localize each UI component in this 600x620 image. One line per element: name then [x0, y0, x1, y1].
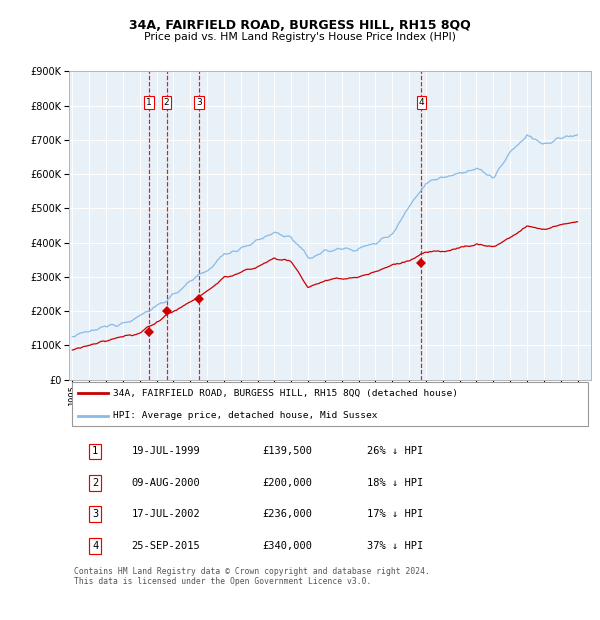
- Text: 34A, FAIRFIELD ROAD, BURGESS HILL, RH15 8QQ (detached house): 34A, FAIRFIELD ROAD, BURGESS HILL, RH15 …: [113, 389, 458, 398]
- Text: £139,500: £139,500: [262, 446, 312, 456]
- Text: £340,000: £340,000: [262, 541, 312, 551]
- Text: 1: 1: [92, 446, 98, 456]
- Text: 2: 2: [164, 97, 169, 107]
- FancyBboxPatch shape: [71, 382, 589, 427]
- Text: 4: 4: [419, 97, 424, 107]
- Text: 2: 2: [92, 478, 98, 488]
- Text: 17-JUL-2002: 17-JUL-2002: [131, 509, 200, 520]
- Text: £236,000: £236,000: [262, 509, 312, 520]
- Text: Price paid vs. HM Land Registry's House Price Index (HPI): Price paid vs. HM Land Registry's House …: [144, 32, 456, 42]
- Text: 18% ↓ HPI: 18% ↓ HPI: [367, 478, 423, 488]
- Text: 17% ↓ HPI: 17% ↓ HPI: [367, 509, 423, 520]
- Text: 09-AUG-2000: 09-AUG-2000: [131, 478, 200, 488]
- Text: 4: 4: [92, 541, 98, 551]
- Text: Contains HM Land Registry data © Crown copyright and database right 2024.
This d: Contains HM Land Registry data © Crown c…: [74, 567, 430, 587]
- Text: 26% ↓ HPI: 26% ↓ HPI: [367, 446, 423, 456]
- Text: 1: 1: [146, 97, 152, 107]
- Text: 25-SEP-2015: 25-SEP-2015: [131, 541, 200, 551]
- Text: 19-JUL-1999: 19-JUL-1999: [131, 446, 200, 456]
- Text: 3: 3: [92, 509, 98, 520]
- Text: 3: 3: [196, 97, 202, 107]
- Text: HPI: Average price, detached house, Mid Sussex: HPI: Average price, detached house, Mid …: [113, 411, 378, 420]
- Text: £200,000: £200,000: [262, 478, 312, 488]
- Text: 34A, FAIRFIELD ROAD, BURGESS HILL, RH15 8QQ: 34A, FAIRFIELD ROAD, BURGESS HILL, RH15 …: [129, 19, 471, 32]
- Text: 37% ↓ HPI: 37% ↓ HPI: [367, 541, 423, 551]
